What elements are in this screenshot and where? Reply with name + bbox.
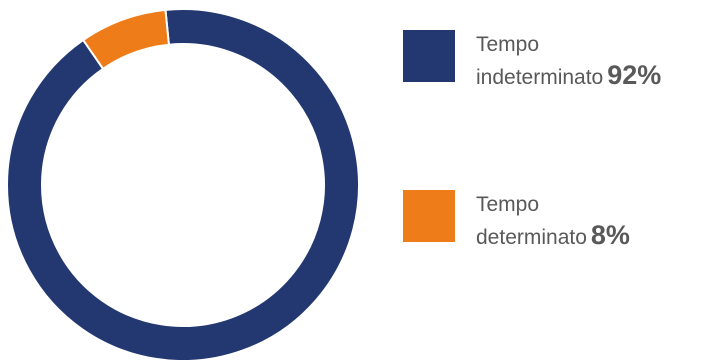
legend-item-tempo-determinato: Tempo determinato 8%: [403, 189, 630, 253]
legend-label-tempo-determinato: Tempo determinato 8%: [476, 189, 630, 253]
legend-swatch-tempo-determinato: [403, 190, 455, 242]
legend-label-line2: determinato: [476, 226, 587, 249]
legend-percent-tempo-determinato: 8%: [590, 220, 630, 250]
chart-legend: Tempo indeterminato 92% Tempo determinato…: [403, 0, 713, 360]
donut-slice-tempo-indeterminato: [6, 8, 360, 360]
donut-slice-tempo-determinato: [81, 8, 171, 71]
legend-item-tempo-indeterminato: Tempo indeterminato 92%: [403, 29, 661, 93]
legend-label-tempo-indeterminato: Tempo indeterminato 92%: [476, 29, 661, 93]
legend-label-line2: indeterminato: [476, 66, 604, 89]
legend-label-line1: Tempo: [476, 193, 540, 216]
donut-slices: [6, 8, 360, 360]
donut-chart: [6, 8, 360, 360]
legend-percent-tempo-indeterminato: 92%: [607, 60, 662, 90]
legend-swatch-tempo-indeterminato: [403, 30, 455, 82]
legend-label-line1: Tempo: [476, 33, 540, 56]
